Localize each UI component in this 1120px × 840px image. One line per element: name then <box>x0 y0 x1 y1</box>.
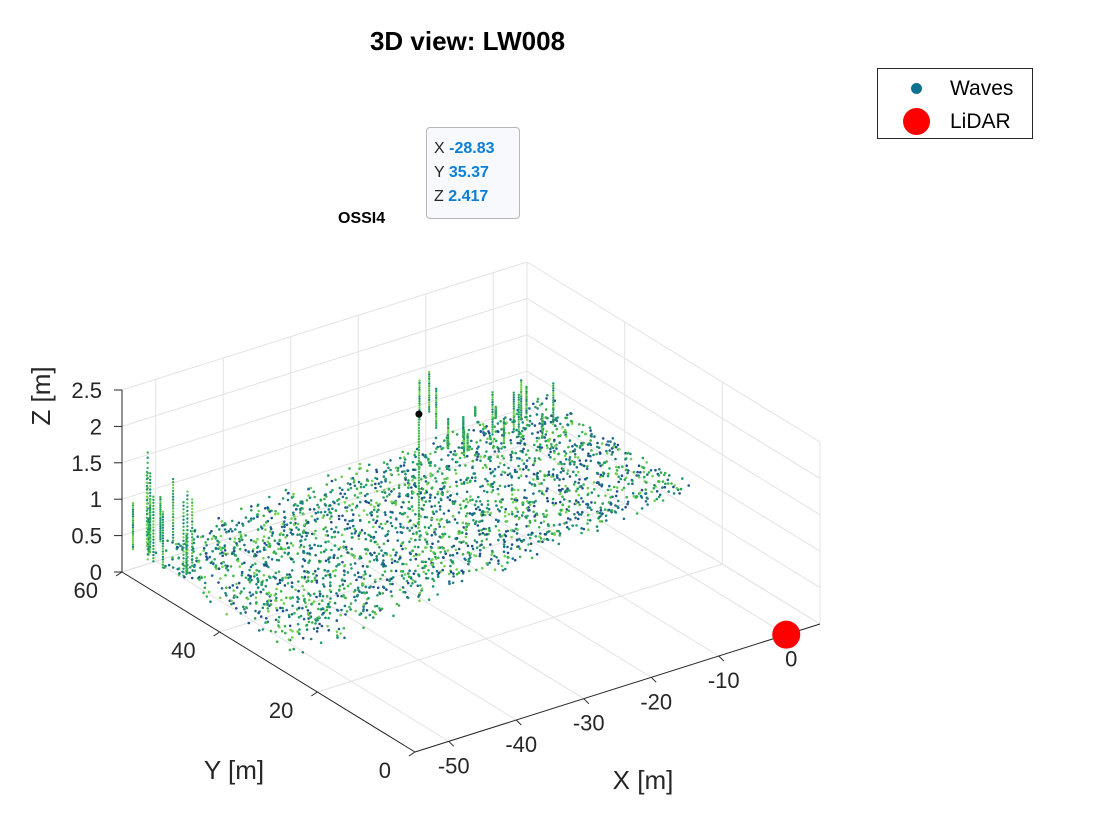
grid-line <box>425 475 720 657</box>
y-tick-mark <box>311 691 318 697</box>
legend[interactable]: Waves LiDAR <box>877 68 1033 139</box>
datatip-y-value: 35.37 <box>448 164 489 181</box>
x-tick-mark <box>515 719 522 726</box>
chart-title: 3D view: LW008 <box>369 26 566 56</box>
legend-label-lidar: LiDAR <box>950 110 1011 133</box>
grid-line <box>121 407 528 537</box>
z-tick-label: 2 <box>90 414 102 439</box>
x-tick-label: 0 <box>785 647 797 672</box>
grid-line <box>317 563 723 693</box>
x-axis-line <box>414 623 821 753</box>
waves-marker-icon <box>911 83 922 94</box>
grid-line <box>526 334 821 516</box>
datatip-z-value: 2.417 <box>448 188 489 205</box>
ossi4-annotation: OSSI4 <box>338 210 386 227</box>
z-axis-label: Z [m] <box>26 366 56 425</box>
grid-line <box>526 407 821 589</box>
y-tick-label: 20 <box>269 698 293 723</box>
y-axis-line <box>121 571 416 753</box>
grid-line <box>222 539 517 721</box>
x-tick-label: -20 <box>640 689 672 714</box>
x-tick-mark <box>448 740 455 747</box>
lidar-marker-icon <box>903 108 930 135</box>
x-tick-label: -40 <box>505 732 537 757</box>
grid-line <box>121 297 528 427</box>
y-tick-mark <box>408 751 416 757</box>
data-tip[interactable]: X -28.83 Y 35.37 Z 2.417 <box>426 127 520 219</box>
grid-line <box>121 334 528 464</box>
x-tick-mark <box>718 655 725 662</box>
y-tick-mark <box>213 631 220 637</box>
grid-line <box>526 297 821 479</box>
ossi4-point <box>415 410 423 418</box>
datatip-y-label: Y <box>434 164 445 181</box>
x-axis-label: X [m] <box>613 765 674 795</box>
y-axis-label: Y [m] <box>204 755 264 785</box>
datatip-row-z: Z 2.417 <box>434 185 519 209</box>
y-tick-label: 60 <box>74 578 98 603</box>
grid-line <box>121 261 528 391</box>
datatip-z-label: Z <box>434 188 444 205</box>
z-tick-label: 1 <box>90 487 102 512</box>
legend-item-lidar: LiDAR <box>878 105 1032 137</box>
x-tick-label: -10 <box>708 668 740 693</box>
grid-line <box>121 370 528 500</box>
legend-label-waves: Waves <box>950 77 1014 100</box>
datatip-row-y: Y 35.37 <box>434 161 519 185</box>
z-tick-label: 2.5 <box>71 378 102 403</box>
grid-line <box>526 261 821 443</box>
datatip-x-value: -28.83 <box>449 140 495 157</box>
datatip-x-label: X <box>434 140 445 157</box>
x-tick-label: -30 <box>573 711 605 736</box>
x-tick-label: -50 <box>438 753 470 778</box>
z-tick-label: 0 <box>90 560 102 585</box>
y-tick-mark <box>115 571 123 577</box>
z-tick-label: 1.5 <box>71 451 102 476</box>
y-tick-label: 40 <box>171 638 195 663</box>
legend-item-waves: Waves <box>878 73 1032 105</box>
wave-point-cloud <box>131 370 690 654</box>
chart-marks <box>415 410 801 649</box>
x-tick-mark <box>583 698 590 705</box>
z-tick-label: 0.5 <box>71 524 102 549</box>
grid-line <box>526 370 821 552</box>
datatip-row-x: X -28.83 <box>434 137 519 161</box>
x-tick-mark <box>650 676 657 683</box>
lidar-point <box>772 620 801 649</box>
y-tick-label: 0 <box>379 758 391 783</box>
grid-line <box>492 454 787 636</box>
box-edge <box>526 443 821 625</box>
